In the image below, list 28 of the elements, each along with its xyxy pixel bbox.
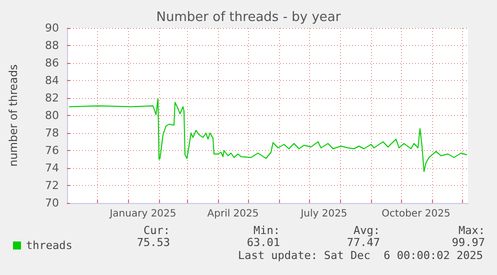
text: Cur: (144, 224, 170, 237)
text: Last update: Sat Dec 6 00:00:02 2025 (238, 249, 484, 262)
y-tick-label: 84 (45, 74, 59, 87)
y-tick-label: 74 (45, 162, 59, 174)
text: 75.53 (136, 236, 170, 249)
y-tick-label: 88 (45, 39, 59, 52)
text: 99.97 (452, 236, 486, 249)
text: Min: (254, 224, 280, 237)
y-tick-label: 86 (45, 56, 59, 70)
text: Avg: (354, 224, 380, 237)
y-axis-title: number of threads (7, 64, 20, 167)
y-tick-label: 78 (45, 126, 59, 140)
text: 77.47 (346, 236, 380, 249)
x-tick-label: April 2025 (207, 208, 259, 220)
y-tick-label: 76 (45, 144, 59, 157)
y-tick-label: 90 (45, 22, 59, 34)
line-series (68, 98, 468, 172)
x-tick-label: October 2025 (382, 208, 450, 220)
y-tick-label: 82 (45, 92, 59, 104)
text: 63.01 (246, 236, 280, 249)
legend-label: threads (26, 239, 72, 252)
chart-title: Number of threads - by year (156, 10, 342, 25)
x-tick-label: July 2025 (300, 208, 348, 220)
x-tick-label: January 2025 (108, 208, 176, 220)
y-tick-label: 70 (45, 196, 59, 210)
text: Max: (458, 224, 486, 237)
y-tick-label: 72 (45, 179, 59, 192)
y-tick-label: 80 (45, 109, 59, 122)
